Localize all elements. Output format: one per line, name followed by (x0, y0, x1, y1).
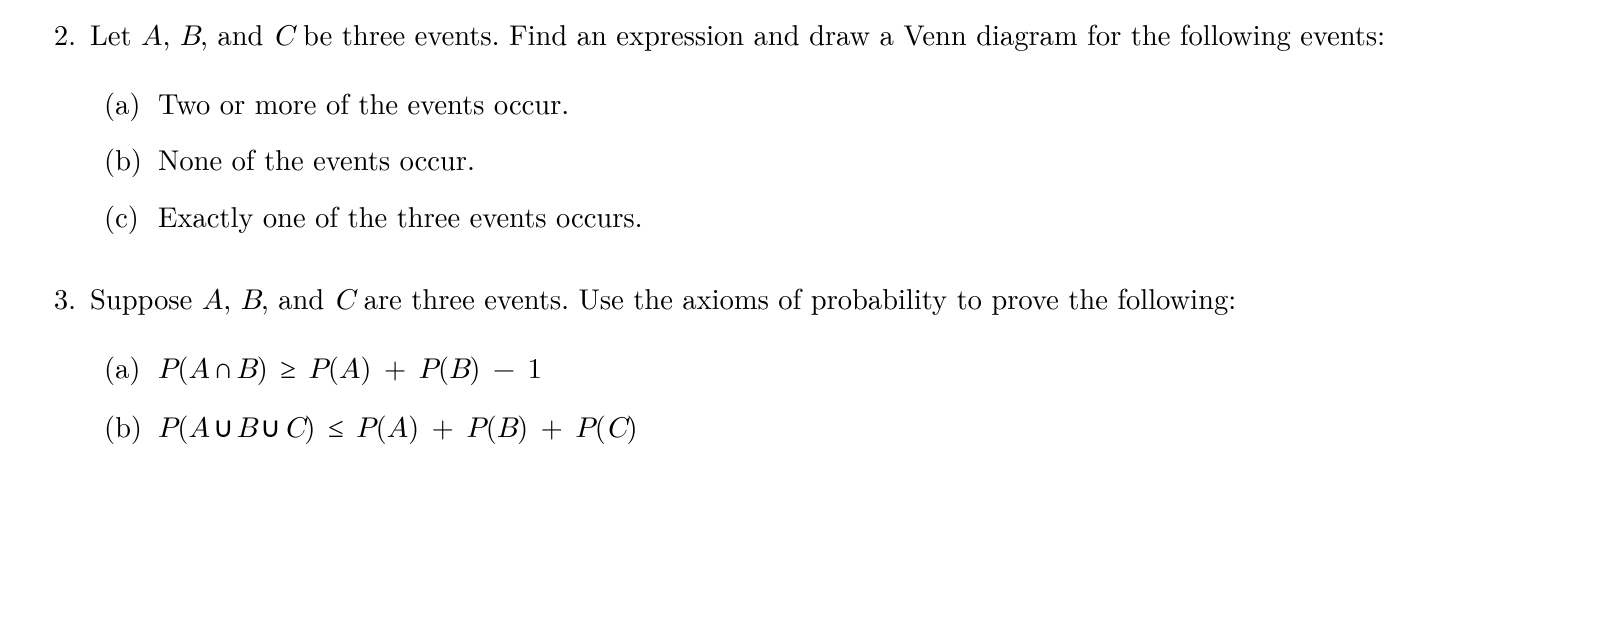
math-B: B (497, 414, 517, 443)
math-A: A (339, 355, 360, 384)
math-P: P (158, 414, 177, 443)
var-C: C (334, 286, 355, 315)
math-paren: ( (328, 347, 339, 387)
math-plus: + (538, 404, 566, 448)
var-C: C (273, 22, 294, 51)
math-B: B (237, 414, 257, 443)
subpart-text: Two or more of the events occur. (158, 81, 1582, 125)
intro-text: be three events. Find an expression and … (293, 14, 1385, 54)
subpart-label: (b) (104, 404, 158, 451)
math-paren: ) (469, 347, 480, 387)
var-B: B (180, 22, 200, 51)
math-paren: ) (626, 406, 637, 446)
math-expression: P(A∪B∪C) ≤ P(A) + P(B) + P(C) (158, 404, 1582, 451)
subparts: (a) P(A∩B) ≥ P(A) + P(B) − 1 (b) P(A∪B∪C… (90, 345, 1582, 451)
intro-text: Let (90, 14, 141, 54)
problem-number: 3. (20, 276, 90, 464)
subpart-b: (b) None of the events occur. (104, 137, 1582, 181)
intro-text: , (162, 14, 179, 54)
var-B: B (241, 286, 261, 315)
math-paren: ) (408, 406, 419, 446)
var-A: A (202, 286, 223, 315)
problem-body: Let A, B, and C be three events. Find an… (90, 12, 1582, 250)
math-paren: ( (177, 406, 188, 446)
subpart-a: (a) P(A∩B) ≥ P(A) + P(B) − 1 (104, 345, 1582, 392)
math-P: P (466, 414, 485, 443)
math-one: 1 (528, 347, 542, 387)
math-minus: − (490, 345, 518, 389)
problem-2: 2. Let A, B, and C be three events. Find… (20, 12, 1582, 250)
subpart-b: (b) P(A∪B∪C) ≤ P(A) + P(B) + P(C) (104, 404, 1582, 451)
intro-text: , (223, 278, 240, 318)
subpart-text: None of the events occur. (158, 137, 1582, 181)
math-A: A (189, 414, 210, 443)
math-P: P (356, 414, 375, 443)
math-plus: + (381, 345, 409, 389)
subparts: (a) Two or more of the events occur. (b)… (90, 81, 1582, 238)
subpart-label: (a) (104, 81, 158, 125)
math-P: P (308, 355, 327, 384)
math-paren: ( (438, 347, 449, 387)
math-paren: ) (257, 347, 268, 387)
math-expression: P(A∩B) ≥ P(A) + P(B) − 1 (158, 345, 1582, 392)
math-P: P (419, 355, 438, 384)
math-A: A (189, 355, 210, 384)
math-P: P (575, 414, 594, 443)
subpart-text: Exactly one of the three events occurs. (158, 194, 1582, 238)
math-paren: ( (486, 406, 497, 446)
math-cup: ∪ (210, 404, 237, 448)
math-paren: ( (376, 406, 387, 446)
var-A: A (141, 22, 162, 51)
subpart-a: (a) Two or more of the events occur. (104, 81, 1582, 125)
math-P: P (158, 355, 177, 384)
math-A: A (387, 414, 408, 443)
math-cap: ∩ (210, 345, 237, 389)
problem-body: Suppose A, B, and C are three events. Us… (90, 276, 1582, 464)
math-geq: ≥ (277, 345, 299, 389)
problem-3: 3. Suppose A, B, and C are three events.… (20, 276, 1582, 464)
math-B: B (449, 355, 469, 384)
subpart-label: (b) (104, 137, 158, 181)
math-paren: ( (177, 347, 188, 387)
problem-intro: Let A, B, and C be three events. Find an… (90, 12, 1582, 59)
math-paren: ) (304, 406, 315, 446)
math-paren: ) (360, 347, 371, 387)
math-paren: ( (595, 406, 606, 446)
math-cup: ∪ (257, 404, 284, 448)
subpart-c: (c) Exactly one of the three events occu… (104, 194, 1582, 238)
math-plus: + (429, 404, 457, 448)
subpart-label: (a) (104, 345, 158, 392)
math-C: C (606, 414, 627, 443)
intro-text: , and (200, 14, 273, 54)
problem-number: 2. (20, 12, 90, 250)
intro-text: , and (261, 278, 334, 318)
math-C: C (284, 414, 305, 443)
intro-text: are three events. Use the axioms of prob… (354, 278, 1236, 318)
subpart-label: (c) (104, 194, 158, 238)
problem-intro: Suppose A, B, and C are three events. Us… (90, 276, 1582, 323)
intro-text: Suppose (90, 278, 202, 318)
math-leq: ≤ (325, 404, 347, 448)
math-paren: ) (517, 406, 528, 446)
math-B: B (237, 355, 257, 384)
page: 2. Let A, B, and C be three events. Find… (0, 0, 1622, 509)
